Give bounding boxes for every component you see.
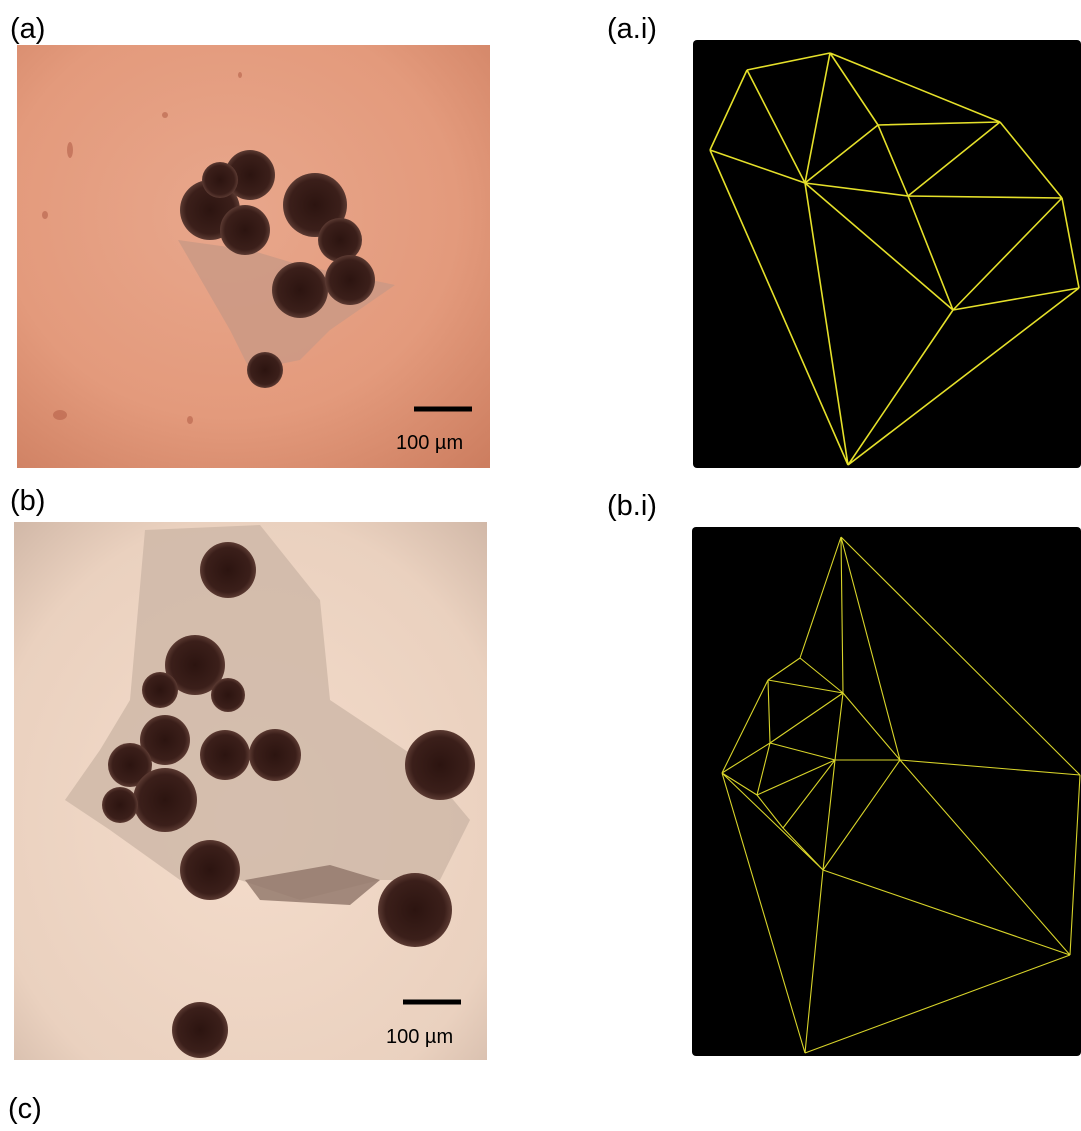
panel-label: (a) — [10, 13, 45, 45]
scale-bar-label: 100 µm — [386, 1026, 453, 1048]
micrograph-a: 100 µm — [17, 45, 490, 468]
panel-label: (c) — [8, 1093, 42, 1125]
micrograph-b: 100 µm — [14, 522, 487, 1060]
triangulation-b — [692, 527, 1081, 1056]
scale-bar-label: 100 µm — [396, 432, 463, 454]
panel-label: (b) — [10, 485, 45, 517]
figure: (a) (a.i) (b) (b.i) (c) 100 µm — [0, 0, 1081, 1131]
triangulation-a — [693, 40, 1081, 468]
panel-label: (a.i) — [607, 13, 657, 45]
panel-label: (b.i) — [607, 490, 657, 522]
